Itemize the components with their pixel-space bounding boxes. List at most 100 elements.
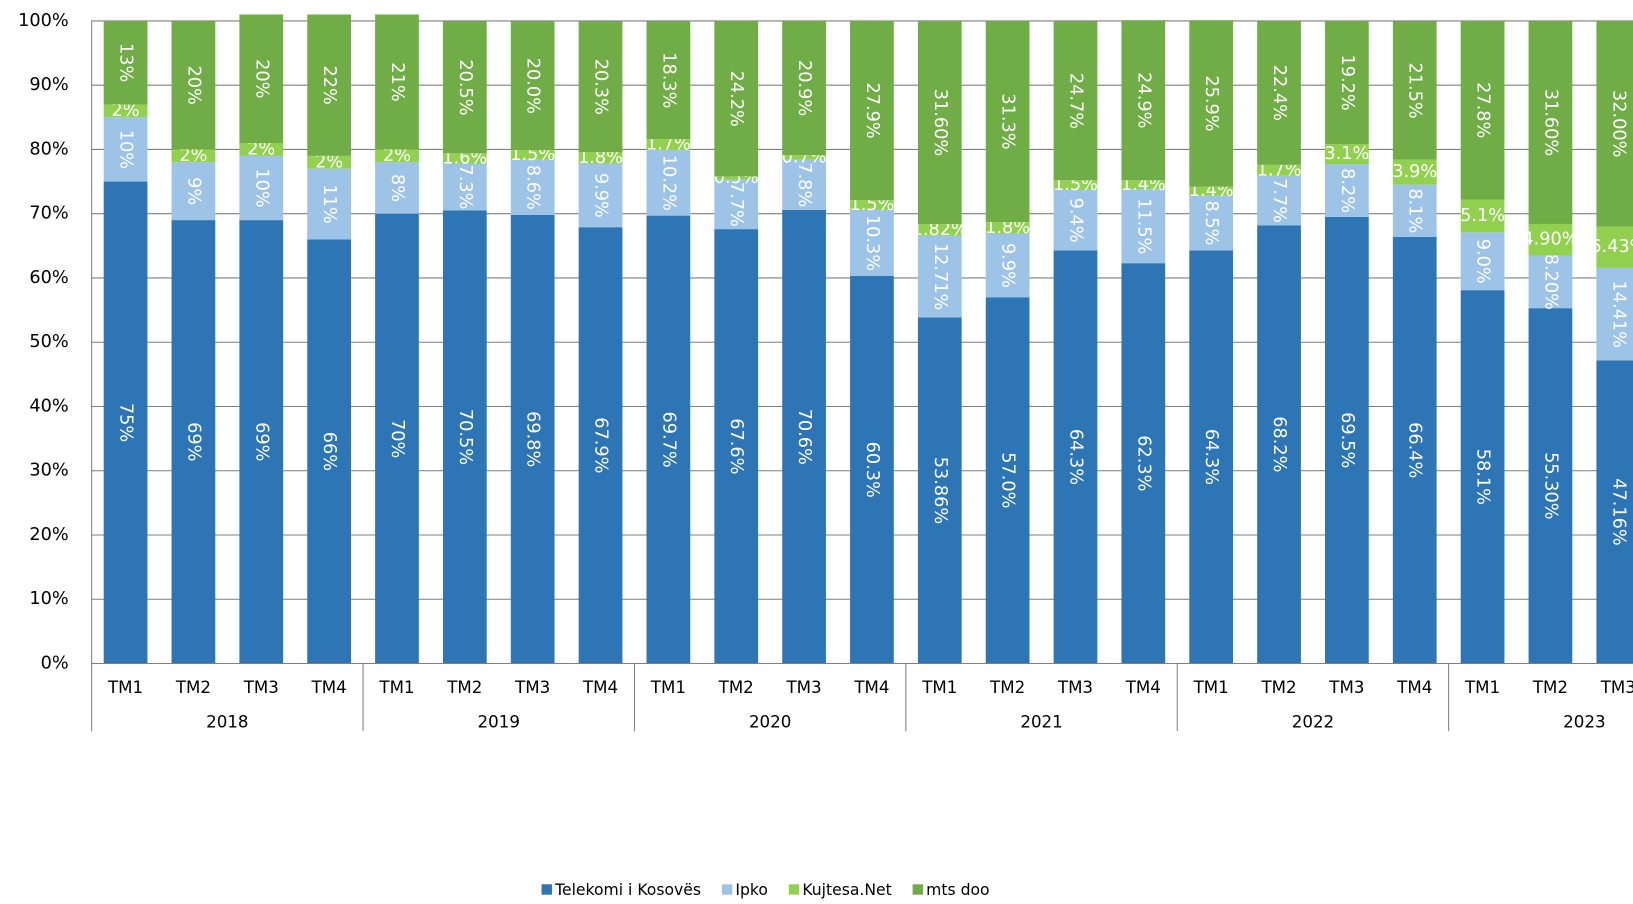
bar-segment xyxy=(375,162,419,214)
bar-segment xyxy=(850,209,894,277)
bar-segment xyxy=(239,220,284,664)
data-label: 70% xyxy=(387,419,407,458)
data-label: 27.8% xyxy=(1473,82,1493,138)
bar-segment xyxy=(1121,263,1166,664)
x-tick-label: TM1 xyxy=(921,678,957,697)
data-label: 67.6% xyxy=(726,418,746,474)
data-label: 27.9% xyxy=(862,82,882,138)
bar-segment xyxy=(578,21,623,153)
y-tick-label: 90% xyxy=(29,75,68,95)
data-label: 20.5% xyxy=(455,59,475,115)
bar-segment xyxy=(782,155,826,160)
data-label: 8.5% xyxy=(1201,201,1221,246)
x-tick-label: TM4 xyxy=(1396,678,1432,697)
y-tick-label: 30% xyxy=(29,461,68,481)
bar-segment xyxy=(307,239,351,664)
bar-segment xyxy=(442,210,487,664)
bar-segment xyxy=(510,21,555,151)
bar-segment xyxy=(1528,20,1573,224)
data-label: 22% xyxy=(319,66,339,105)
bar-segment xyxy=(103,181,148,664)
bar-segment xyxy=(171,162,216,221)
x-tick-label: TM4 xyxy=(1125,678,1161,697)
bar-segment xyxy=(1392,184,1437,237)
bar-segment xyxy=(1257,225,1301,664)
data-label: 3.9% xyxy=(1392,162,1437,182)
x-tick-label: TM4 xyxy=(853,678,889,697)
bar-segment xyxy=(1189,195,1234,251)
bar-segment xyxy=(307,155,351,169)
data-label: 69.7% xyxy=(658,411,678,467)
bar-segment xyxy=(510,159,555,215)
data-label: 66% xyxy=(319,432,339,471)
bar-segment xyxy=(1460,20,1505,200)
bar-segment xyxy=(442,21,487,154)
bar-segment xyxy=(103,104,148,118)
bar-segment xyxy=(1596,20,1633,227)
bar-segment xyxy=(1460,232,1505,291)
data-label: 22.4% xyxy=(1269,65,1289,121)
data-label: 69.8% xyxy=(523,411,543,467)
bar-segment xyxy=(1325,164,1369,217)
y-tick-label: 70% xyxy=(29,204,68,224)
x-group-label: 2021 xyxy=(1020,712,1062,731)
data-label: 10% xyxy=(116,130,136,169)
legend-swatch xyxy=(912,884,924,895)
bar-segment xyxy=(171,149,216,163)
bar-segment xyxy=(917,317,962,664)
data-label: 7.3% xyxy=(455,165,475,210)
bar-segment xyxy=(714,20,759,177)
bar-segment xyxy=(1121,189,1166,264)
bar-segment xyxy=(1528,223,1573,256)
data-label: 31.60% xyxy=(930,89,950,156)
bar-segment xyxy=(646,150,691,216)
bar-segment xyxy=(714,176,759,180)
data-label: 70.5% xyxy=(455,409,475,465)
bar-segment xyxy=(578,227,623,664)
y-tick-label: 60% xyxy=(29,268,68,288)
bar-segment xyxy=(1596,226,1633,268)
x-tick-label: TM3 xyxy=(1328,678,1364,697)
x-tick-label: TM2 xyxy=(718,678,754,697)
x-group-label: 2020 xyxy=(749,712,791,731)
bar-segment xyxy=(510,214,555,664)
data-label: 70.6% xyxy=(794,409,814,465)
bar-segment xyxy=(850,276,894,664)
data-label: 5.1% xyxy=(1460,206,1505,226)
data-label: 25.9% xyxy=(1201,75,1221,131)
x-tick-label: TM1 xyxy=(650,678,686,697)
bar-segment xyxy=(646,139,691,151)
legend-label: Kujtesa.Net xyxy=(802,881,891,899)
legend-label: mts doo xyxy=(926,881,989,899)
bar-segment xyxy=(375,213,419,664)
data-label: 9% xyxy=(183,177,203,205)
bar-segment xyxy=(1189,20,1234,187)
data-label: 55.30% xyxy=(1540,452,1560,519)
data-label: 8% xyxy=(387,174,407,202)
x-tick-label: TM2 xyxy=(1260,678,1296,697)
bar-segment xyxy=(1053,250,1098,664)
bar-segment xyxy=(850,200,894,210)
data-label: 31.3% xyxy=(998,93,1018,149)
bar-segment xyxy=(239,155,284,221)
bar-segment xyxy=(714,229,759,664)
bar-segment xyxy=(103,20,148,105)
bar-segment xyxy=(985,297,1030,664)
x-tick-label: TM3 xyxy=(514,678,550,697)
data-label: 11% xyxy=(319,184,339,223)
data-label: 8.2% xyxy=(1337,168,1357,213)
bar-segment xyxy=(1528,308,1573,664)
x-group-label: 2019 xyxy=(478,712,520,731)
data-label: 69.5% xyxy=(1337,412,1357,468)
data-label: 57.0% xyxy=(998,452,1018,508)
x-tick-label: TM2 xyxy=(1532,678,1568,697)
data-label: 8.6% xyxy=(523,165,543,210)
data-label: 10.2% xyxy=(658,155,678,211)
bar-segment xyxy=(985,233,1030,298)
bar-segment xyxy=(1189,186,1234,196)
bar-segment xyxy=(1257,20,1301,165)
data-label: 75% xyxy=(116,403,136,442)
x-group-label: 2022 xyxy=(1292,712,1334,731)
bar-segment xyxy=(1121,20,1166,181)
legend-swatch xyxy=(541,884,552,895)
